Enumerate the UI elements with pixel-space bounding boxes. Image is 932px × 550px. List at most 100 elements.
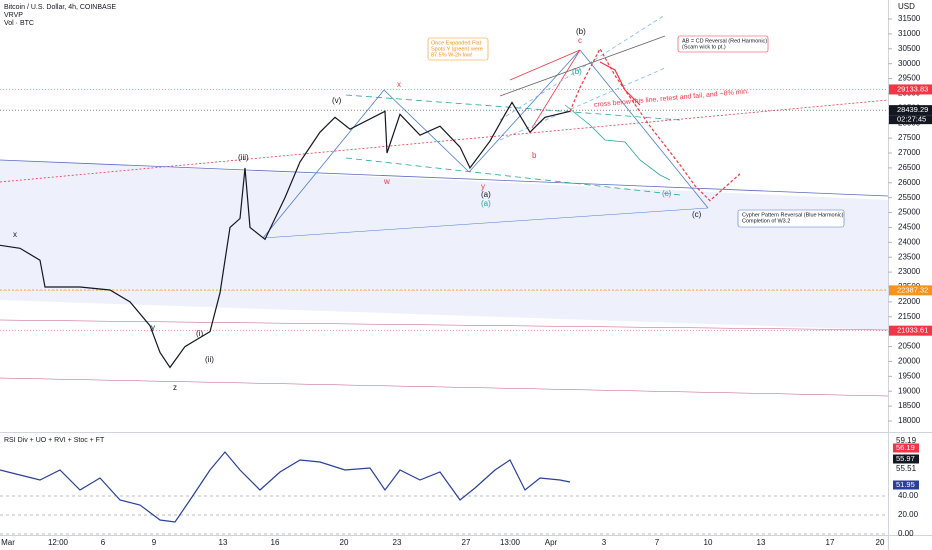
price-tick-label: 30500 [898,44,921,53]
time-tick-label: 3 [602,538,607,547]
price-badge [889,105,932,116]
indicator-badge-label: 59.19 [896,436,917,445]
symbol-title: Bitcoin / U.S. Dollar, 4h, COINBASE [4,4,116,11]
vrvp-label: VRVP [4,12,23,19]
volume-label: Vol · BTC [4,20,34,27]
time-tick-label: 20 [876,538,885,547]
fan-line [499,14,666,121]
price-tick-label: 31000 [898,29,921,38]
price-badge-label: 28439.29 [897,105,928,114]
price-badge-label: 22387.32 [897,285,928,294]
note-text: 87.5% W-2h low! [431,52,473,58]
time-tick-label: Apr [545,538,558,547]
trend-line [0,319,889,331]
path-projection [564,104,671,181]
price-badge [889,325,932,336]
price-tick-label: 18500 [898,401,921,410]
channel-fill [0,160,888,330]
channel-line [345,157,681,196]
time-tick-label: 23 [393,538,402,547]
wave-label: z [173,383,177,392]
price-tick-label: 25000 [898,208,921,217]
wave-label: (c) [692,210,702,219]
indicator-badge [893,454,919,464]
price-tick-label: 24500 [898,223,921,232]
price-tick-label: 27000 [898,148,921,157]
time-tick-label: 13 [219,538,228,547]
price-tick-label: 30000 [898,59,921,68]
time-tick-label: 12:00 [48,538,69,547]
wave-label: y [481,182,485,191]
dynamic-layer: 3150031000305003000029500290002850028000… [0,14,932,547]
price-tick-label: 25500 [898,193,921,202]
wave-label: (a) [481,190,491,199]
time-tick-label: 20 [340,538,349,547]
wave-label: y [151,323,155,332]
wave-label: c [578,36,582,45]
price-badge [889,84,932,95]
price-badge-label: 21033.61 [897,326,928,335]
price-tick-label: 31500 [898,14,921,23]
time-tick-label: 13:00 [500,538,521,547]
currency-label: USD [898,2,915,11]
time-tick-label: 13 [757,538,766,547]
indicator-pane [0,433,888,535]
indicator-badge [893,464,919,474]
time-tick-label: 9 [152,538,157,547]
price-tick-label: 23000 [898,267,921,276]
indicator-tick-label: 20.00 [898,510,919,519]
wave-label: (iii) [238,153,249,162]
indicator-badge [893,436,919,446]
price-tick-label: 29500 [898,74,921,83]
price-tick-label: 22000 [898,297,921,306]
note-text: Completion of W3.2 [742,218,790,224]
path-projection-red [599,61,641,106]
price-tick-label: 27500 [898,133,921,142]
trend-line [0,377,889,397]
wave-label: w [383,177,390,186]
wave-label: (b) [576,27,586,36]
note-text: Spots Y (green) were [431,46,483,52]
wave-label: b [532,151,537,160]
time-tick-label: 10 [704,538,713,547]
indicator-tick-label: 40.00 [898,491,919,500]
wave-labels: (iii) (v) (i) (ii) x y z w x (a) (b) (c)… [13,27,702,392]
trend-line [0,159,889,197]
channel-line [345,94,681,121]
wave-label: (v) [332,96,342,105]
note-box [427,37,489,61]
price-tick-label: 19500 [898,371,921,380]
price-tick-label: 23500 [898,252,921,261]
countdown-badge [889,115,932,125]
time-tick-label: 7 [655,538,660,547]
indicator-tick-label: 0.00 [898,529,914,538]
pattern-line [262,89,385,239]
price-line [0,101,571,369]
price-tick-label: 21500 [898,312,921,321]
indicator-badge [893,443,919,453]
wave-label: (b) [572,67,582,76]
note-text: AB = CD Reversal (Red Harmonic) [682,38,767,44]
note-text: (Scam wick to pt.) [682,44,726,50]
pattern-line [579,49,709,209]
pattern-line [262,207,709,239]
time-tick-label: 16 [271,538,280,547]
price-tick-label: 20500 [898,342,921,351]
pattern-line [383,89,470,173]
indicator-badge-label: 51.95 [896,480,915,489]
drawings [0,14,889,397]
indicator-title: RSI Div + UO + RVI + Stoc + FT [4,437,105,444]
oscillator-line [0,451,571,523]
wave-label: (ii) [205,355,214,364]
wave-label: x [397,80,401,89]
wave-label: (a) [481,199,491,208]
time-tick-label: 6 [101,538,106,547]
note-box [677,35,769,53]
wave-label: (c) [662,189,672,198]
price-tick-label: 18000 [898,416,921,425]
time-tick-label: Mar [1,538,15,547]
price-badge-label: 29133.83 [897,84,928,93]
note-text: Cypher Pattern Reversal (Blue Harmonic) [742,212,844,218]
time-tick-label: 27 [462,538,471,547]
